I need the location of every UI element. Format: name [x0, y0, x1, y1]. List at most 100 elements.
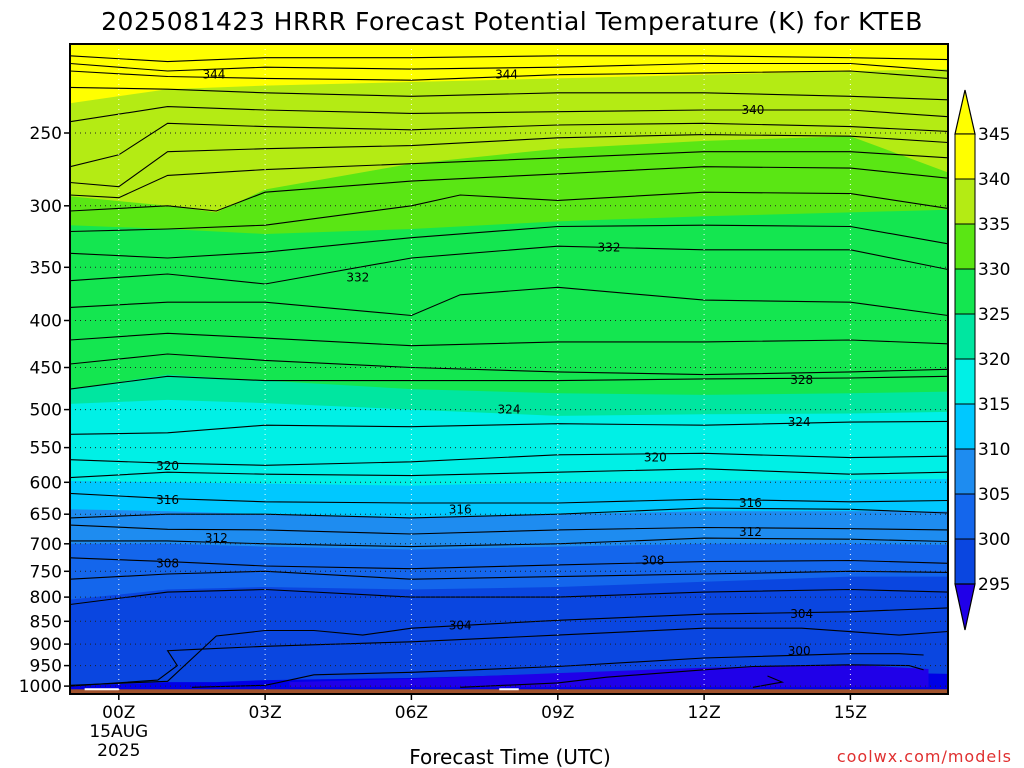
- colorbar-tick-label: 335: [978, 215, 1010, 235]
- contour-line: [752, 675, 785, 688]
- contour-label: 324: [788, 415, 811, 429]
- contour-label: 320: [156, 459, 179, 473]
- contour-label: 316: [156, 493, 179, 507]
- y-tick-label: 700: [30, 535, 62, 555]
- colorbar-tick-label: 300: [978, 530, 1010, 550]
- contour-label: 328: [790, 373, 813, 387]
- y-tick-label: 400: [30, 312, 62, 332]
- contour-line: [70, 627, 948, 687]
- chart-title: 2025081423 HRRR Forecast Potential Tempe…: [101, 7, 923, 36]
- x-tick-label: 03Z: [248, 703, 281, 723]
- contour-label: 324: [498, 403, 521, 417]
- x-tick-label: 12Z: [687, 703, 720, 723]
- contour-lines: [70, 55, 948, 688]
- contour-line: [70, 245, 948, 285]
- y-tick-label: 650: [30, 505, 62, 525]
- colorbar-tick-label: 330: [978, 260, 1010, 280]
- plot-frame: [69, 43, 949, 695]
- contour-line: [70, 420, 948, 435]
- y-tick-label: 350: [30, 258, 62, 278]
- contour-label: 316: [739, 496, 762, 510]
- colorbar-segment: [954, 538, 976, 585]
- contour-label: 312: [739, 525, 762, 539]
- colorbar-segment: [954, 178, 976, 225]
- contour-line: [70, 570, 948, 580]
- colorbar-tick-label: 345: [978, 125, 1010, 145]
- axes: 250 300 350 400 450 500 550 600 650 700 750 800 850 9…: [19, 124, 867, 761]
- contour-line: [70, 524, 948, 535]
- contour-labels: 344 344 340 332 332 328 324 324 320 320 316 316 316 3…: [156, 68, 813, 658]
- ground-layer: [70, 688, 948, 694]
- contour-line: [70, 557, 948, 570]
- y-tick-label: 500: [30, 401, 62, 421]
- colorbar-segment: [954, 133, 976, 180]
- contour-line: [70, 191, 948, 233]
- colorbar-segment: [954, 358, 976, 405]
- contour-label: 308: [641, 554, 664, 568]
- credit-text: coolwx.com/models: [837, 747, 1012, 766]
- y-tick-label: 850: [30, 612, 62, 632]
- contour-line: [70, 537, 948, 548]
- y-tick-label: 950: [30, 657, 62, 677]
- fill-band-below-295: [289, 664, 929, 688]
- colorbar-tick-label: 340: [978, 170, 1010, 190]
- colorbar-segment: [954, 223, 976, 270]
- contour-label: 332: [346, 270, 369, 284]
- contour-line: [70, 151, 948, 199]
- contour-label: 320: [644, 451, 667, 465]
- contour-line: [70, 507, 948, 519]
- colorbar-segment: [954, 493, 976, 540]
- contour-line: [70, 353, 948, 376]
- colorbar-segment: [954, 313, 976, 360]
- contour-line: [70, 86, 948, 101]
- fill-band-below-305: [70, 576, 948, 694]
- contour-line: [70, 224, 948, 259]
- y-tick-label: 800: [30, 588, 62, 608]
- y-tick-label: 450: [30, 359, 62, 379]
- contour-label: 300: [788, 644, 811, 658]
- y-tick-label: 900: [30, 635, 62, 655]
- ground-surface: [70, 689, 948, 694]
- contour-line: [70, 55, 948, 63]
- colorbar-segment: [954, 448, 976, 495]
- y-tick-label: 750: [30, 562, 62, 582]
- colorbar-tick-label: 325: [978, 305, 1010, 325]
- contour-line: [70, 452, 948, 466]
- contour-line: [191, 653, 924, 688]
- colorbar-segment: [954, 403, 976, 450]
- x-date-label: 15AUG: [89, 722, 148, 742]
- y-tick-label: 550: [30, 439, 62, 459]
- contour-label: 304: [449, 619, 472, 633]
- filled-contour-layer: [70, 44, 948, 694]
- colorbar: 295 300 305 310 315 320 325 330 335 340 345: [954, 89, 1010, 631]
- colorbar-extend-top: [954, 89, 976, 135]
- colorbar-tick-label: 315: [978, 395, 1010, 415]
- y-tick-label: 250: [30, 124, 62, 144]
- contour-line: [70, 106, 948, 123]
- x-tick-label: 06Z: [395, 703, 428, 723]
- contour-line: [70, 588, 948, 606]
- contour-line: [70, 134, 948, 188]
- contour-label: 344: [202, 68, 225, 82]
- contour-label: 312: [205, 531, 228, 545]
- contour-line: [70, 468, 948, 479]
- contour-line: [70, 62, 948, 72]
- x-tick-label: 09Z: [541, 703, 574, 723]
- colorbar-tick-label: 320: [978, 350, 1010, 370]
- contour-line: [70, 332, 948, 347]
- contour-line: [460, 664, 924, 688]
- contour-label: 332: [598, 240, 621, 254]
- grid-layer: [70, 44, 948, 694]
- contour-label: 304: [790, 607, 813, 621]
- contour-label: 340: [741, 103, 764, 117]
- colorbar-tick-label: 310: [978, 440, 1010, 460]
- x-tick-label: 00Z: [102, 703, 135, 723]
- x-tick-label: 15Z: [834, 703, 867, 723]
- colorbar-segment: [954, 268, 976, 315]
- colorbar-tick-label: 295: [978, 575, 1010, 595]
- x-axis-label: Forecast Time (UTC): [409, 745, 611, 768]
- contour-label: 316: [449, 502, 472, 516]
- colorbar-tick-label: 305: [978, 485, 1010, 505]
- contour-line: [70, 286, 948, 317]
